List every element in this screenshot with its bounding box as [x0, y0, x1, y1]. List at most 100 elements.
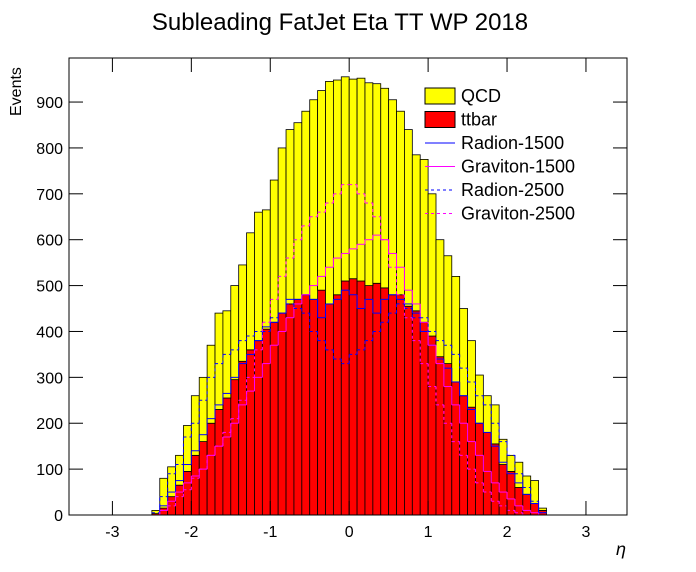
- bar: [214, 312, 224, 410]
- legend-label: Radion-1500: [461, 133, 564, 153]
- legend-label: Graviton-1500: [461, 157, 575, 177]
- bar: [206, 422, 216, 516]
- bar: [285, 303, 295, 516]
- legend-label: Graviton-2500: [461, 204, 575, 224]
- bar: [340, 280, 350, 516]
- bar: [490, 443, 500, 516]
- y-tick-label: 500: [36, 279, 63, 296]
- bar: [388, 99, 397, 296]
- bar: [198, 441, 208, 516]
- bar: [325, 81, 334, 305]
- y-tick-label: 600: [36, 233, 63, 250]
- bar: [206, 344, 216, 424]
- bar: [435, 239, 445, 358]
- y-tick-label: 100: [36, 462, 63, 479]
- bar: [506, 454, 516, 472]
- bar: [427, 335, 437, 516]
- bar: [514, 461, 524, 488]
- bar: [364, 82, 374, 286]
- x-tick-label: 0: [345, 524, 354, 541]
- bar: [254, 340, 263, 516]
- bar: [522, 475, 532, 495]
- bar: [467, 340, 476, 408]
- bar: [514, 487, 524, 516]
- bar: [254, 211, 263, 342]
- legend-swatch: [424, 87, 456, 105]
- bar: [332, 79, 342, 296]
- bar: [348, 278, 358, 516]
- bar: [419, 321, 429, 516]
- y-tick-label: 300: [36, 370, 63, 387]
- bar: [230, 379, 240, 516]
- chart-title: Subleading FatJet Eta TT WP 2018: [152, 9, 528, 36]
- bar: [475, 422, 484, 516]
- bar: [411, 154, 421, 312]
- bar: [404, 305, 413, 516]
- bar: [506, 471, 516, 516]
- legend-label: QCD: [461, 86, 501, 106]
- bar: [451, 276, 461, 383]
- bar: [222, 397, 232, 516]
- bar: [340, 76, 350, 282]
- bar: [293, 122, 303, 300]
- y-tick-label: 400: [36, 324, 63, 341]
- x-tick-label: -1: [263, 524, 277, 541]
- y-tick-label: 900: [36, 95, 63, 112]
- bar: [269, 179, 279, 323]
- bar: [451, 381, 461, 516]
- x-tick-label: 1: [424, 524, 433, 541]
- bar: [238, 360, 247, 516]
- bar: [230, 285, 240, 381]
- bar: [538, 507, 547, 511]
- bar: [411, 310, 421, 516]
- bar: [364, 285, 374, 516]
- bar: [332, 294, 342, 516]
- bar: [372, 83, 382, 284]
- x-tick-label: -3: [105, 524, 119, 541]
- bar: [443, 255, 453, 364]
- bar: [301, 110, 311, 296]
- plot-frame: [68, 57, 628, 516]
- y-tick-label: 800: [36, 141, 63, 158]
- bar: [427, 193, 437, 337]
- bar: [246, 232, 255, 351]
- legend-label: Radion-2500: [461, 180, 564, 200]
- y-tick-label: 0: [54, 508, 63, 525]
- bar: [498, 438, 508, 465]
- bar: [490, 404, 500, 445]
- bar: [475, 374, 484, 424]
- bar: [183, 471, 192, 516]
- bar: [356, 77, 366, 282]
- bar: [175, 484, 184, 516]
- bar: [388, 294, 397, 516]
- legend-swatch: [424, 111, 456, 128]
- x-tick-label: -2: [184, 524, 198, 541]
- bar: [396, 294, 405, 516]
- bar: [356, 280, 366, 516]
- bar: [372, 282, 382, 516]
- bar: [467, 406, 476, 516]
- bar: [285, 129, 295, 305]
- bar: [261, 328, 271, 516]
- bar: [190, 454, 200, 516]
- y-tick-label: 200: [36, 416, 63, 433]
- legend-label: ttbar: [461, 110, 497, 130]
- bar: [269, 321, 279, 516]
- bar: [159, 507, 169, 516]
- bar: [277, 147, 287, 314]
- bar: [293, 298, 303, 516]
- bar: [309, 99, 319, 300]
- bar: [246, 349, 255, 516]
- bar: [261, 209, 271, 330]
- y-axis-label: Events: [8, 67, 25, 116]
- bar: [459, 308, 468, 397]
- bar: [419, 159, 429, 323]
- bar: [482, 432, 492, 516]
- bar: [214, 409, 224, 516]
- x-tick-label: 2: [503, 524, 512, 541]
- bar: [482, 395, 492, 433]
- bar: [317, 90, 326, 291]
- bar: [404, 129, 413, 307]
- bar: [530, 503, 540, 516]
